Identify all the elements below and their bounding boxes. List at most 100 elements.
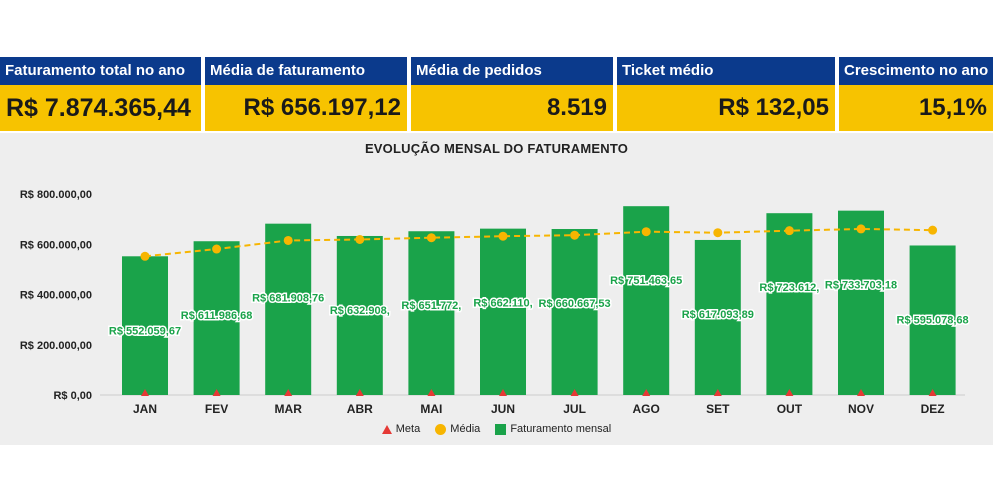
legend-label: Média: [450, 423, 481, 436]
y-tick-label: R$ 0,00: [53, 390, 92, 402]
data-label: R$ 617.093,89: [682, 309, 754, 321]
x-tick-label: SET: [706, 402, 730, 416]
data-label-halo: R$ 681.908,76: [252, 293, 324, 305]
legend-item-faturamento: Faturamento mensal: [495, 423, 611, 435]
x-tick-label: FEV: [205, 402, 228, 416]
y-tick-label: R$ 600.000,00: [20, 239, 92, 251]
kpi-media-pedidos: Média de pedidos 8.519: [411, 57, 613, 131]
media-point: [498, 231, 508, 241]
media-point: [355, 234, 365, 244]
kpi-label: Crescimento no ano: [839, 57, 993, 85]
kpi-value: 15,1%: [839, 85, 993, 131]
data-label-halo: R$ 595.078,68: [897, 314, 969, 326]
x-tick-label: OUT: [777, 402, 803, 416]
meta-marker: [857, 389, 865, 396]
data-label-halo: R$ 552.059,67: [109, 325, 181, 337]
media-point: [713, 228, 723, 238]
meta-marker: [928, 389, 937, 396]
kpi-label: Média de pedidos: [411, 57, 613, 85]
bar-jan: [122, 256, 168, 395]
bar-nov: [838, 210, 884, 395]
meta-marker: [570, 389, 579, 396]
kpi-value: R$ 656.197,12: [205, 85, 407, 131]
kpi-label: Média de faturamento: [205, 57, 407, 85]
kpi-row: Faturamento total no ano R$ 7.874.365,44…: [0, 57, 993, 131]
chart-legend: Meta Média Faturamento mensal: [0, 423, 993, 435]
media-point: [212, 244, 222, 254]
bar-fev: [193, 241, 240, 395]
data-label-halo: R$ 617.093,89: [682, 309, 754, 321]
circle-icon: [435, 423, 447, 435]
chart-title: EVOLUÇÃO MENSAL DO FATURAMENTO: [364, 141, 629, 156]
data-label: R$ 660.667,53: [539, 298, 611, 310]
meta-marker: [499, 389, 507, 396]
meta-marker: [642, 389, 651, 396]
bar-abr: [336, 235, 383, 395]
y-tick-label: R$ 200.000,00: [20, 340, 92, 352]
media-point: [856, 224, 866, 234]
media-line: [144, 227, 933, 258]
data-label-halo: R$ 611.986,68: [181, 310, 253, 322]
data-label: R$ 632.908,: [330, 305, 390, 317]
kpi-value: R$ 132,05: [617, 85, 835, 131]
media-point: [784, 226, 794, 236]
data-label: R$ 611.986,68: [181, 310, 253, 322]
chart-panel: EVOLUÇÃO MENSAL DO FATURAMENTO R$ 0,00 R$…: [0, 133, 993, 445]
bar-mar: [265, 223, 312, 395]
media-point: [426, 233, 436, 243]
data-label-halo: R$ 751.463,65: [610, 275, 682, 287]
bar-mai: [408, 231, 455, 395]
x-tick-label: AGO: [633, 402, 660, 416]
bar-jun: [480, 228, 526, 395]
data-label-halo: R$ 660.667,53: [539, 298, 611, 310]
data-label-halo: R$ 662.110,: [473, 298, 532, 310]
kpi-ticket-medio: Ticket médio R$ 132,05: [617, 57, 835, 131]
data-label-halo: R$ 632.908,: [330, 305, 390, 317]
triangle-icon: [381, 424, 392, 434]
bar-ago: [623, 206, 670, 395]
meta-marker: [141, 389, 149, 396]
media-point: [283, 235, 293, 245]
data-label: R$ 751.463,65: [610, 275, 682, 287]
y-tick-label: R$ 800.000,00: [20, 189, 92, 201]
x-tick-label: DEZ: [921, 402, 945, 416]
data-label: R$ 552.059,67: [109, 325, 181, 337]
bar-dez: [909, 245, 956, 395]
legend-item-media: Média: [435, 423, 480, 435]
data-label: R$ 595.078,68: [897, 314, 969, 326]
kpi-crescimento: Crescimento no ano 15,1%: [839, 57, 993, 131]
x-tick-label: JAN: [133, 402, 157, 416]
kpi-label: Faturamento total no ano: [0, 57, 201, 85]
x-tick-label: ABR: [347, 402, 373, 416]
meta-marker: [427, 389, 436, 396]
bar-jul: [551, 229, 598, 395]
data-label-halo: R$ 733.703,18: [825, 280, 897, 292]
data-label: R$ 662.110,: [473, 298, 532, 310]
media-point: [928, 225, 938, 235]
y-tick-label: R$ 400.000,00: [20, 290, 92, 302]
x-tick-label: MAI: [420, 402, 442, 416]
media-point: [140, 251, 150, 261]
bar-set: [694, 239, 741, 395]
kpi-value: R$ 7.874.365,44: [0, 85, 201, 131]
media-point: [641, 227, 651, 237]
kpi-value: 8.519: [411, 85, 613, 131]
data-label: R$ 681.908,76: [252, 293, 324, 305]
x-tick-label: JUN: [491, 402, 515, 416]
x-tick-label: NOV: [848, 402, 874, 416]
data-label: R$ 733.703,18: [825, 280, 897, 292]
kpi-media-faturamento: Média de faturamento R$ 656.197,12: [205, 57, 407, 131]
bar-out: [766, 213, 813, 395]
meta-marker: [785, 389, 794, 396]
x-tick-label: MAR: [275, 402, 303, 416]
square-icon: [495, 423, 507, 435]
kpi-faturamento-total: Faturamento total no ano R$ 7.874.365,44: [0, 57, 201, 131]
data-label: R$ 723.612,: [759, 282, 819, 294]
data-label-halo: R$ 651.772,: [401, 300, 461, 312]
media-point: [570, 230, 580, 240]
data-label-halo: R$ 723.612,: [759, 282, 819, 294]
legend-item-meta: Meta: [381, 423, 420, 435]
meta-marker: [355, 389, 364, 396]
data-label: R$ 651.772,: [401, 300, 461, 312]
legend-label: Faturamento mensal: [510, 423, 612, 436]
